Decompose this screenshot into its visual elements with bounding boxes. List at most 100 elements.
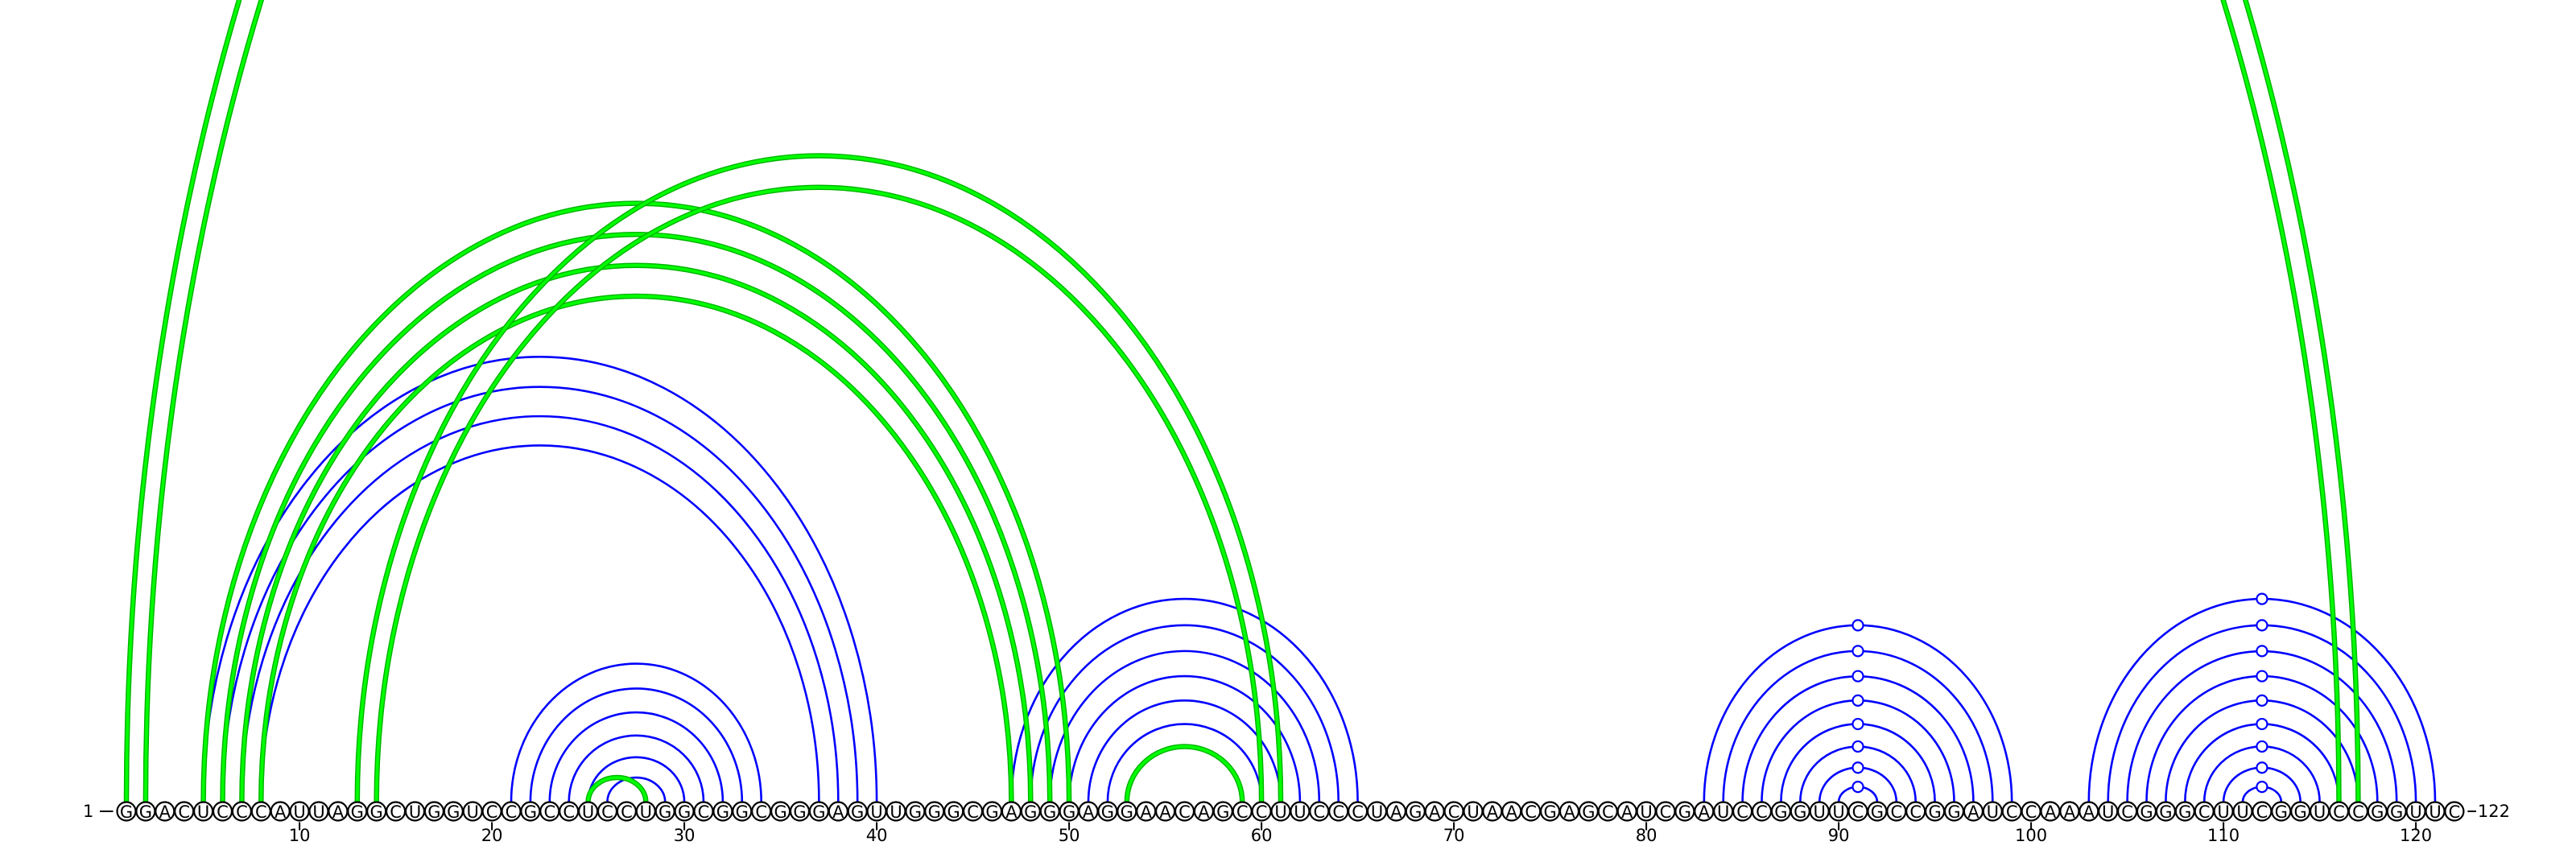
nucleotide-letter: C (2198, 802, 2211, 822)
tick-label: 70 (1443, 826, 1465, 845)
predicted-arc-14-60 (377, 188, 1261, 802)
nucleotide-letter: A (2083, 802, 2095, 822)
nucleotide-25: U (579, 802, 597, 823)
nucleotide-letter: C (755, 802, 767, 822)
nucleotide-letter: G (1043, 802, 1056, 822)
nucleotide-letter: G (851, 802, 864, 822)
nucleotide-letter: G (2178, 802, 2191, 822)
nucleotide-letter: G (1101, 802, 1114, 822)
predicted-arc-13-61 (357, 155, 1281, 802)
nucleotide-letter: C (967, 802, 979, 822)
nucleotide-101: A (2041, 802, 2060, 823)
arc-apex-marker (2256, 646, 2267, 656)
arc-apex-marker (2256, 762, 2267, 773)
nucleotide-letter: C (1179, 802, 1191, 822)
nucleotide-letter: G (1543, 802, 1556, 822)
tick-label: 110 (2207, 826, 2240, 845)
nucleotide-81: C (1657, 802, 1675, 823)
nucleotide-letter: U (2314, 802, 2326, 822)
nucleotide-letter: C (2006, 802, 2018, 822)
nucleotide-15: C (386, 802, 405, 823)
nucleotide-letter: C (1525, 802, 1537, 822)
reference-arcs (204, 357, 2435, 802)
nucleotide-94: C (1906, 802, 1925, 823)
nucleotide-letter: C (506, 802, 518, 822)
arc-apex-marker (2256, 741, 2267, 752)
nucleotide-14: G (367, 802, 386, 823)
reference-arc-53-59 (1127, 747, 1242, 802)
nucleotide-letter: A (1621, 802, 1633, 822)
nucleotide-58: G (1214, 802, 1232, 823)
nucleotide-79: A (1618, 802, 1637, 823)
nucleotide-6: C (213, 802, 232, 823)
nucleotide-62: U (1290, 802, 1309, 823)
nucleotide-103: A (2079, 802, 2098, 823)
nucleotide-4: C (175, 802, 193, 823)
nucleotide-26: C (598, 802, 617, 823)
nucleotide-letter: U (312, 802, 324, 822)
nucleotide-letter: U (2429, 802, 2441, 822)
nucleotide-letter: A (1141, 802, 1153, 822)
arc-apex-marker (2256, 594, 2267, 604)
nucleotide-56: C (1175, 802, 1194, 823)
nucleotide-117: C (2349, 802, 2368, 823)
tick-label: 120 (2400, 826, 2432, 845)
nucleotide-76: A (1560, 802, 1579, 823)
nucleotide-letter: C (1352, 802, 1364, 822)
nucleotide-59: C (1233, 802, 1252, 823)
nucleotide-letter: C (1852, 802, 1864, 822)
predicted-arc-25-28 (588, 778, 646, 802)
nucleotide-letter: G (985, 802, 998, 822)
nucleotide-61: U (1272, 802, 1290, 823)
nucleotide-30: G (675, 802, 694, 823)
nucleotide-119: G (2388, 802, 2406, 823)
nucleotide-letter: U (870, 802, 882, 822)
nucleotide-letter: C (1736, 802, 1748, 822)
nucleotide-letter: G (1582, 802, 1595, 822)
nucleotide-64: C (1329, 802, 1348, 823)
nucleotide-84: U (1714, 802, 1732, 823)
nucleotide-letter: G (1216, 802, 1229, 822)
nucleotide-letter: U (582, 802, 594, 822)
nucleotide-letter: G (1409, 802, 1422, 822)
nucleotide-letter: U (409, 802, 421, 822)
nucleotide-letter: U (2409, 802, 2421, 822)
predicted-arc-1-117 (126, 0, 2358, 802)
nucleotide-letter: G (658, 802, 671, 822)
nucleotide-120: U (2407, 802, 2425, 823)
tick-50: 50 (1059, 823, 1080, 846)
nucleotide-114: G (2291, 802, 2310, 823)
nucleotide-92: G (1868, 802, 1886, 823)
nucleotide-letter: A (1487, 802, 1499, 822)
nucleotide-111: U (2234, 802, 2252, 823)
nucleotide-letter: G (1794, 802, 1806, 822)
nucleotide-9: A (271, 802, 290, 823)
nucleotide-32: G (713, 802, 732, 823)
nucleotide-33: G (733, 802, 751, 823)
nucleotide-3: A (155, 802, 174, 823)
arc-apex-marker (2256, 782, 2267, 792)
tick-40: 40 (866, 823, 888, 846)
nucleotide-letter: G (1121, 802, 1133, 822)
start-position-label: 1 (83, 802, 93, 821)
nucleotide-20: C (483, 802, 502, 823)
predicted-arc-53-59 (1127, 747, 1242, 802)
nucleotide-letter: G (139, 802, 152, 822)
nucleotide-115: U (2310, 802, 2329, 823)
nucleotide-letter: G (1063, 802, 1075, 822)
nucleotide-27: C (617, 802, 636, 823)
nucleotide-letter: G (793, 802, 806, 822)
nucleotide-118: G (2368, 802, 2387, 823)
nucleotide-letter: A (275, 802, 287, 822)
nucleotide-63: C (1310, 802, 1328, 823)
tick-label: 30 (674, 826, 696, 845)
nucleotide-letter: A (1005, 802, 1018, 822)
nucleotide-44: G (944, 802, 963, 823)
nucleotide-letter: U (197, 802, 209, 822)
nucleotide-116: C (2330, 802, 2348, 823)
nucleotide-22: G (521, 802, 539, 823)
nucleotide-letter: C (563, 802, 575, 822)
nucleotide-letter: C (698, 802, 710, 822)
nucleotide-letter: A (2064, 802, 2076, 822)
